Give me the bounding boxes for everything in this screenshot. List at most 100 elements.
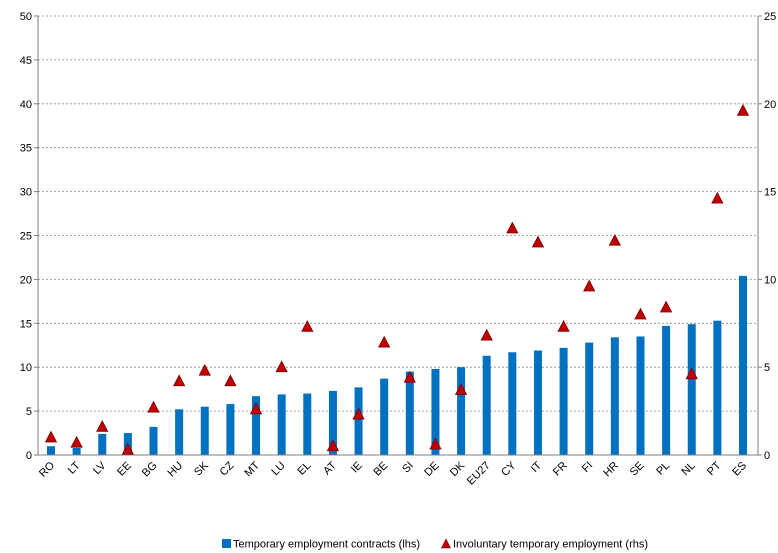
marker-EL xyxy=(301,319,314,332)
marker-LU xyxy=(275,360,288,373)
legend-marker-label: Involuntary temporary employment (rhs) xyxy=(453,539,648,551)
bar-EL xyxy=(303,393,312,455)
x-tick-label: HR xyxy=(601,460,621,480)
bar-LV xyxy=(98,433,107,455)
x-tick-label: CY xyxy=(499,459,519,479)
marker-PL xyxy=(659,300,673,313)
left-axis-tick-label: 35 xyxy=(20,143,32,155)
x-tick-label: ES xyxy=(730,460,749,479)
marker-SK xyxy=(198,363,211,376)
legend-bar-swatch xyxy=(222,539,231,548)
bar-IT xyxy=(533,350,542,455)
marker-IE xyxy=(352,407,365,420)
x-tick-label: PT xyxy=(705,459,724,478)
x-tick-label: IT xyxy=(529,459,545,475)
bar-CY xyxy=(508,352,517,455)
right-axis-tick-label: 5 xyxy=(764,362,770,374)
left-axis-tick-label: 10 xyxy=(20,362,32,374)
x-tick-label: EE xyxy=(115,460,134,479)
bar-series xyxy=(47,275,747,455)
marker-ES xyxy=(736,103,750,116)
marker-SE xyxy=(634,307,647,320)
marker-MT xyxy=(249,402,263,415)
bar-EU27 xyxy=(482,355,491,455)
left-axis-tick-label: 25 xyxy=(20,231,32,243)
marker-RO xyxy=(44,430,58,443)
x-tick-label: PL xyxy=(654,460,672,478)
x-tick-label: BE xyxy=(371,460,390,479)
bar-SI xyxy=(405,371,414,455)
left-axis-tick-labels: 0 5 10 15 20 25 30 35 40 45 50 xyxy=(20,11,38,462)
marker-DE xyxy=(429,437,442,450)
x-tick-label: RO xyxy=(37,459,57,479)
marker-LT xyxy=(70,435,83,448)
x-tick-label: LU xyxy=(269,460,287,478)
marker-LV xyxy=(96,420,109,432)
x-tick-label: SE xyxy=(628,460,647,479)
left-axis-tick-label: 45 xyxy=(20,55,32,67)
marker-EE xyxy=(121,442,135,455)
x-tick-label: IE xyxy=(349,460,365,476)
bar-BE xyxy=(380,378,389,455)
x-tick-label: NL xyxy=(679,460,697,478)
marker-CZ xyxy=(224,374,237,387)
x-tick-label: BG xyxy=(140,460,160,480)
left-axis-tick-label: 50 xyxy=(20,11,32,23)
left-axis-tick-label: 40 xyxy=(20,99,32,111)
right-axis-tick-label: 25 xyxy=(764,11,776,23)
marker-DK xyxy=(454,383,468,395)
marker-HR xyxy=(608,233,622,246)
x-tick-label: DK xyxy=(448,459,468,479)
right-axis-tick-labels: 0 5 10 15 20 25 xyxy=(758,11,776,462)
right-axis-tick-label: 10 xyxy=(764,274,776,286)
marker-CY xyxy=(506,221,519,234)
x-tick-label: FI xyxy=(580,460,595,475)
legend-bar-label: Temporary employment contracts (lhs) xyxy=(233,539,420,551)
bar-BG xyxy=(149,426,158,455)
x-tick-label: LV xyxy=(91,459,109,477)
bar-PL xyxy=(662,325,671,455)
bar-FR xyxy=(559,347,568,455)
x-tick-label: EL xyxy=(295,460,313,478)
legend: Temporary employment contracts (lhs) Inv… xyxy=(222,538,648,551)
x-tick-label: SI xyxy=(400,460,416,476)
bar-CZ xyxy=(226,404,235,455)
bar-SK xyxy=(200,406,209,455)
bar-HU xyxy=(175,409,184,455)
bar-DE xyxy=(431,368,440,455)
x-tick-label: FR xyxy=(551,460,570,479)
left-axis-tick-label: 20 xyxy=(20,274,32,286)
bar-RO xyxy=(47,446,55,455)
bar-MT xyxy=(252,396,261,455)
bar-NL xyxy=(687,324,696,455)
x-tick-label: EU27 xyxy=(465,460,493,488)
x-tick-label: SK xyxy=(192,459,211,478)
x-tick-label: CZ xyxy=(218,459,237,478)
marker-FR xyxy=(557,319,570,332)
marker-FI xyxy=(583,279,596,292)
marker-HU xyxy=(172,374,186,387)
left-axis-tick-label: 30 xyxy=(20,187,32,199)
bar-DK xyxy=(457,367,466,455)
bar-FI xyxy=(585,342,594,455)
x-tick-label: MT xyxy=(242,459,262,479)
bar-LU xyxy=(277,394,286,455)
bar-HR xyxy=(610,337,619,455)
marker-series xyxy=(44,103,750,455)
x-tick-label: LT xyxy=(66,459,83,476)
marker-BG xyxy=(147,400,160,413)
bar-ES xyxy=(739,275,747,455)
marker-PT xyxy=(711,191,724,204)
legend-triangle-swatch xyxy=(441,538,451,549)
left-axis-tick-label: 15 xyxy=(20,318,32,330)
left-axis-tick-label: 5 xyxy=(26,406,32,418)
bar-IE xyxy=(354,387,363,455)
x-tick-label: DE xyxy=(422,460,441,479)
x-tick-label: AT xyxy=(321,459,339,477)
gridlines xyxy=(38,15,758,412)
bar-SE xyxy=(636,336,645,455)
right-axis-tick-label: 20 xyxy=(764,99,776,111)
marker-EU27 xyxy=(480,328,493,341)
marker-AT xyxy=(326,439,340,452)
